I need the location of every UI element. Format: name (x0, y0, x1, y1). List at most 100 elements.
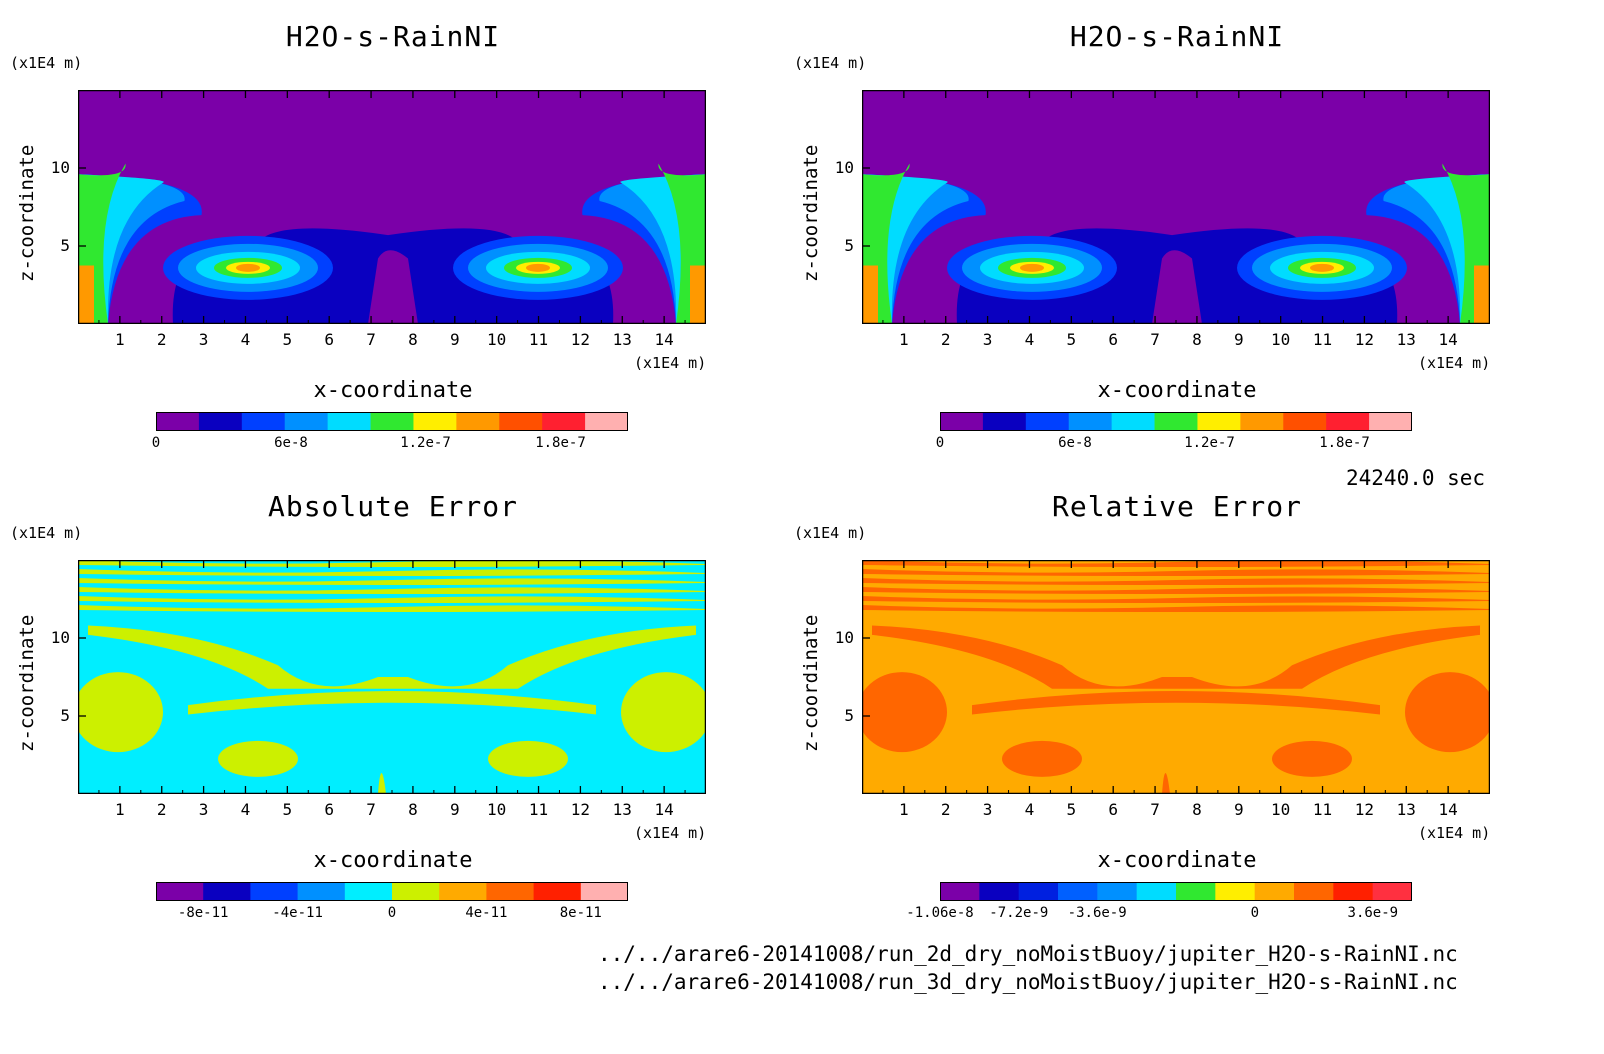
colorbar-tick-label: 6e-8 (1058, 435, 1092, 451)
colorbar-tick-label: 1.8e-7 (1319, 435, 1370, 451)
x-tick-label: 5 (282, 330, 293, 349)
x-tick-label: 12 (1354, 330, 1375, 349)
x-tick-label: 14 (654, 800, 674, 819)
x-tick-label: 2 (940, 330, 951, 349)
x-unit-label: (x1E4 m) (634, 354, 707, 372)
colorbar-swatch (542, 412, 586, 431)
colorbar-swatch (156, 412, 200, 431)
time-label: 24240.0 sec (1346, 466, 1486, 490)
colorbar (940, 412, 1412, 431)
x-tick-label: 4 (1024, 800, 1035, 819)
x-unit-label: (x1E4 m) (1418, 354, 1491, 372)
colorbar-tick-label: 6e-8 (274, 435, 308, 451)
chart-title: Relative Error (1051, 490, 1302, 523)
x-tick-label: 13 (612, 800, 632, 819)
x-tick-label: 5 (1066, 330, 1077, 349)
y-axis-label: z-coordinate (800, 144, 822, 282)
x-unit-label: (x1E4 m) (634, 824, 707, 842)
x-tick-label: 10 (1271, 330, 1291, 349)
colorbar-swatch (499, 412, 543, 431)
colorbar-swatch (1283, 412, 1327, 431)
colorbar (156, 882, 628, 901)
colorbar-swatch (1025, 412, 1070, 431)
colorbar-tick-label: 4e-11 (465, 905, 508, 921)
y-unit-label: (x1E4 m) (10, 524, 83, 542)
x-tick-label: 2 (156, 330, 167, 349)
x-tick-label: 8 (1192, 800, 1202, 819)
x-tick-label: 11 (528, 330, 549, 349)
colorbar-swatch (1018, 882, 1059, 901)
y-tick-label: 10 (50, 158, 70, 177)
colorbar-swatch (203, 882, 251, 901)
y-tick-label: 10 (50, 628, 70, 647)
chart-title: H2O-s-RainNI (285, 20, 501, 53)
y-tick-label: 5 (60, 706, 70, 725)
colorbar-swatch (1068, 412, 1113, 431)
x-axis-label: x-coordinate (313, 848, 473, 873)
x-unit-label: (x1E4 m) (1418, 824, 1491, 842)
x-tick-label: 9 (1233, 330, 1244, 349)
x-tick-label: 10 (1271, 800, 1291, 819)
y-axis-label: z-coordinate (16, 144, 38, 282)
colorbar-tick-label: 0 (387, 905, 397, 921)
x-tick-label: 11 (1312, 330, 1333, 349)
y-tick-label: 10 (834, 628, 854, 647)
x-tick-label: 14 (654, 330, 674, 349)
colorbar-swatch (250, 882, 299, 901)
file-path-2d: ../../arare6-20141008/run_2d_dry_noMoist… (598, 942, 1458, 966)
x-tick-label: 6 (324, 330, 334, 349)
x-tick-label: 9 (449, 800, 460, 819)
colorbar-swatch (940, 412, 984, 431)
heatmap-field (78, 560, 706, 794)
colorbar-swatch (1333, 882, 1374, 901)
x-tick-label: 1 (899, 330, 909, 349)
x-tick-label: 8 (1192, 330, 1202, 349)
colorbar-swatch (1111, 412, 1156, 431)
x-tick-label: 4 (240, 800, 251, 819)
colorbar-swatch (297, 882, 346, 901)
colorbar-swatch (533, 882, 582, 901)
colorbar-tick-label: 0 (935, 435, 945, 451)
x-tick-label: 8 (408, 330, 418, 349)
colorbar-swatch (241, 412, 286, 431)
colorbar-swatch (1326, 412, 1370, 431)
colorbar-swatch (198, 412, 243, 431)
y-axis-label: z-coordinate (16, 614, 38, 752)
x-tick-label: 5 (1066, 800, 1077, 819)
chart-title: Absolute Error (267, 490, 518, 523)
y-tick-label: 10 (834, 158, 854, 177)
colorbar-swatch (1136, 882, 1177, 901)
x-tick-label: 11 (528, 800, 549, 819)
chart-panel-2: H2O-s-RainNI (x1E4 m) (x1E4 m) x-coordinate… (784, 0, 1544, 480)
y-axis-label: z-coordinate (800, 614, 822, 752)
colorbar-swatch (1254, 882, 1295, 901)
colorbar-tick-label: -7.2e-9 (989, 905, 1049, 921)
x-tick-label: 13 (1396, 330, 1416, 349)
colorbar-tick-label: -4e-11 (272, 905, 323, 921)
x-tick-label: 3 (198, 800, 209, 819)
x-axis-label: x-coordinate (1097, 378, 1257, 403)
x-tick-label: 6 (1108, 800, 1118, 819)
x-tick-label: 2 (940, 800, 951, 819)
colorbar-swatch (413, 412, 457, 431)
colorbar-swatch (580, 882, 628, 901)
x-tick-label: 12 (570, 330, 591, 349)
colorbar-swatch (1240, 412, 1284, 431)
colorbar-swatch (1097, 882, 1138, 901)
x-axis-label: x-coordinate (1097, 848, 1257, 873)
colorbar-tick-label: 1.8e-7 (535, 435, 586, 451)
x-tick-label: 11 (1312, 800, 1333, 819)
x-tick-label: 6 (1108, 330, 1118, 349)
x-axis-label: x-coordinate (313, 378, 473, 403)
y-unit-label: (x1E4 m) (10, 54, 83, 72)
colorbar-swatch (1215, 882, 1256, 901)
colorbar-swatch (1369, 412, 1412, 431)
colorbar-swatch (585, 412, 628, 431)
x-tick-label: 8 (408, 800, 418, 819)
heatmap-field (862, 90, 1490, 324)
colorbar-tick-label: 0 (151, 435, 161, 451)
y-tick-label: 5 (844, 236, 854, 255)
colorbar (156, 412, 628, 431)
heatmap-field (862, 560, 1490, 794)
chart-panel-3: Absolute Error (x1E4 m) (x1E4 m) x-coordina… (0, 470, 760, 950)
